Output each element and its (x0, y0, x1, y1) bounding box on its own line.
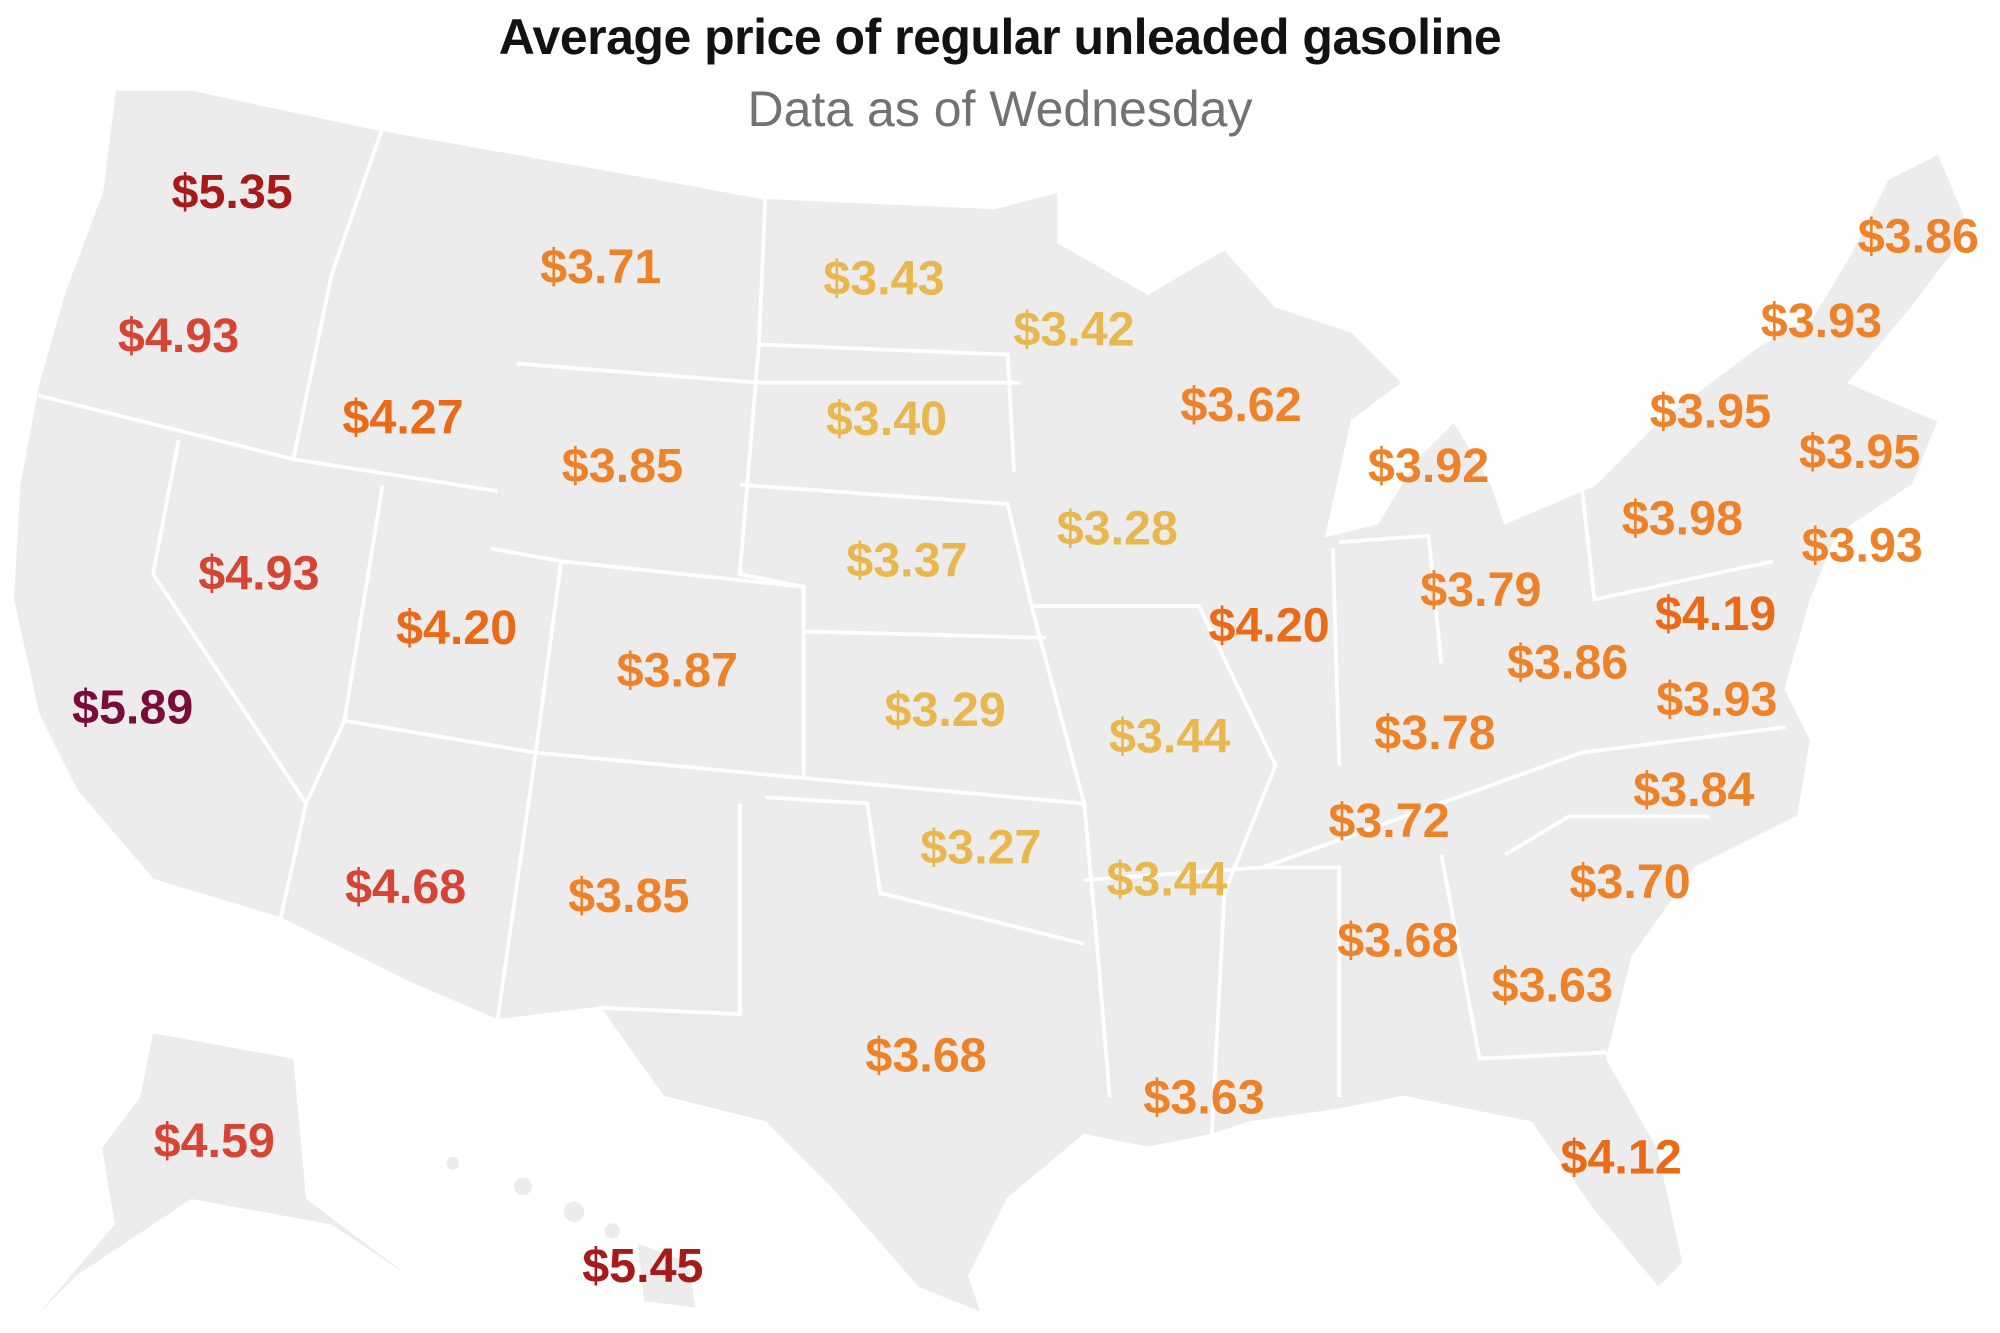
price-label-ok: $3.27 (920, 821, 1041, 875)
price-label-fl: $4.12 (1561, 1131, 1682, 1185)
chart-title: Average price of regular unleaded gasoli… (498, 9, 1502, 65)
price-label-ia: $3.28 (1057, 502, 1178, 556)
price-label-wi: $3.62 (1180, 378, 1301, 432)
price-label-ak: $4.59 (154, 1114, 275, 1168)
hawaii-shape (446, 1156, 696, 1308)
price-labels: $5.35 $4.93 $5.89 $4.93 $4.27 $3.71 $3.85 $4.20… (72, 165, 1979, 1293)
price-label-in: $3.79 (1420, 563, 1541, 617)
price-label-pa: $3.98 (1622, 492, 1743, 546)
price-label-nh: $3.93 (1761, 294, 1882, 348)
price-label-ks: $3.29 (885, 683, 1006, 737)
price-label-hi: $5.45 (582, 1239, 703, 1293)
price-label-id: $4.27 (342, 391, 463, 445)
price-label-nj: $3.93 (1802, 518, 1923, 572)
price-label-wy: $3.85 (562, 439, 683, 493)
price-label-nv: $4.93 (198, 546, 319, 600)
price-label-md: $4.19 (1655, 587, 1776, 641)
price-label-me: $3.86 (1858, 210, 1979, 264)
land-shapes (11, 88, 1973, 1317)
contiguous-us-shape (11, 88, 1973, 1317)
state-borders (37, 125, 1786, 1136)
price-label-sc: $3.70 (1569, 855, 1690, 909)
price-label-az: $4.68 (345, 860, 466, 914)
price-label-nd: $3.43 (823, 252, 944, 306)
alaska-shape (38, 1033, 409, 1314)
price-label-il: $4.20 (1208, 599, 1329, 653)
price-label-oh: $3.86 (1507, 636, 1628, 690)
price-label-mn: $3.42 (1013, 303, 1134, 357)
price-label-mi: $3.92 (1368, 439, 1489, 493)
price-label-sd: $3.40 (826, 392, 947, 446)
price-label-mt: $3.71 (540, 240, 661, 294)
price-label-co: $3.87 (617, 643, 738, 697)
price-label-ga: $3.63 (1492, 958, 1613, 1012)
price-label-ar: $3.44 (1106, 852, 1227, 906)
price-label-ne: $3.37 (846, 534, 967, 588)
price-label-ky: $3.78 (1374, 706, 1495, 760)
price-label-mo: $3.44 (1109, 710, 1230, 764)
price-label-or: $4.93 (118, 309, 239, 363)
price-label-al: $3.68 (1337, 914, 1458, 968)
price-label-la: $3.63 (1143, 1071, 1264, 1125)
chart-subtitle: Data as of Wednesday (747, 81, 1253, 137)
price-label-nm: $3.85 (568, 869, 689, 923)
price-label-nc: $3.84 (1633, 763, 1754, 817)
price-label-tx: $3.68 (865, 1029, 986, 1083)
price-label-ut: $4.20 (396, 601, 517, 655)
price-label-va: $3.93 (1656, 673, 1777, 727)
price-label-ny: $3.95 (1650, 384, 1771, 438)
price-label-wa: $5.35 (172, 165, 293, 219)
price-label-ca: $5.89 (72, 680, 193, 734)
price-label-ma: $3.95 (1799, 425, 1920, 479)
price-label-tn: $3.72 (1328, 794, 1449, 848)
